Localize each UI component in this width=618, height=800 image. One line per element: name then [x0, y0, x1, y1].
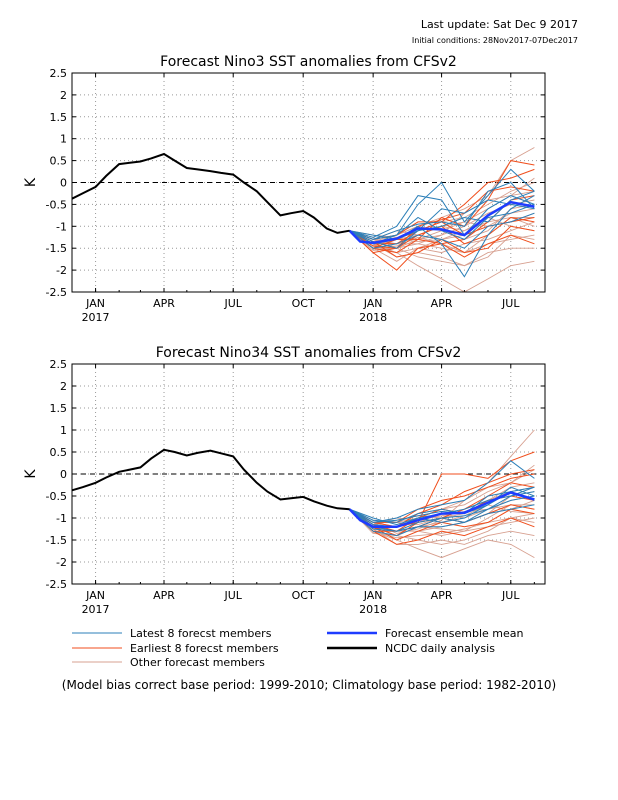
latest-member-line: [349, 495, 535, 532]
nino3-chart: Forecast Nino3 SST anomalies from CFSv2 2…: [23, 54, 546, 324]
x-tick-year-label: 2017: [82, 603, 110, 616]
legend-label: Other forecast members: [130, 656, 265, 669]
x-tick-label: OCT: [292, 589, 315, 602]
legend-label: Latest 8 forecst members: [130, 627, 272, 640]
y-tick-label: 0: [60, 177, 67, 190]
chart-title: Forecast Nino34 SST anomalies from CFSv2: [156, 345, 462, 361]
x-tick-label: APR: [153, 589, 175, 602]
y-tick-label: -2: [56, 264, 67, 277]
y-axis-label: K: [23, 469, 39, 479]
earliest-member-line: [349, 160, 535, 254]
other-member-line: [349, 508, 535, 545]
initial-conditions-text: Initial conditions: 28Nov2017-07Dec2017: [411, 36, 578, 45]
y-axis-label: K: [23, 177, 39, 187]
y-tick-label: -1.5: [46, 242, 67, 255]
y-tick-label: -1.5: [46, 534, 67, 547]
ensemble-mean-line: [348, 200, 535, 245]
y-tick-label: 0.5: [50, 446, 68, 459]
y-tick-label: -1: [56, 220, 67, 233]
x-tick-year-label: 2018: [359, 311, 387, 324]
latest-member-line: [349, 504, 535, 537]
y-tick-label: 0.5: [50, 155, 68, 168]
observed-analysis-line: [71, 152, 350, 234]
plot-frame: [71, 363, 546, 585]
chart-legend: Latest 8 forecst members Earliest 8 forec…: [72, 627, 524, 669]
x-tick-label: APR: [431, 297, 453, 310]
x-tick-label: JUL: [223, 589, 242, 602]
x-tick-label: JUL: [501, 297, 520, 310]
legend-label: Earliest 8 forecst members: [130, 642, 279, 655]
x-tick-year-label: 2018: [359, 603, 387, 616]
y-tick-label: 1: [60, 424, 67, 437]
observed-analysis-line: [71, 448, 350, 511]
y-tick-label: 2.5: [50, 358, 68, 371]
footnote-text: (Model bias correct base period: 1999-20…: [61, 678, 557, 692]
latest-member-line: [349, 212, 535, 249]
x-tick-label: JAN: [363, 589, 383, 602]
x-tick-label: APR: [431, 589, 453, 602]
x-tick-label: JUL: [501, 589, 520, 602]
latest-member-line: [349, 199, 535, 240]
x-tick-label: JAN: [85, 589, 105, 602]
x-tick-label: JAN: [85, 297, 105, 310]
y-tick-label: -2: [56, 556, 67, 569]
y-tick-label: -2.5: [46, 578, 67, 591]
earliest-member-line: [349, 508, 535, 545]
chart-title: Forecast Nino3 SST anomalies from CFSv2: [160, 54, 457, 70]
x-tick-year-label: 2017: [82, 311, 110, 324]
plot-frame: [71, 72, 546, 293]
x-tick-label: JUL: [223, 297, 242, 310]
legend-label: Forecast ensemble mean: [385, 627, 524, 640]
latest-member-line: [349, 168, 535, 240]
nino34-chart: Forecast Nino34 SST anomalies from CFSv2…: [23, 345, 546, 616]
earliest-member-line: [349, 473, 535, 523]
y-tick-label: -2.5: [46, 286, 67, 299]
latest-member-line: [349, 486, 535, 528]
last-update-text: Last update: Sat Dec 9 2017: [420, 18, 578, 31]
y-tick-label: 2: [60, 89, 67, 102]
other-member-line: [349, 508, 535, 539]
ensemble-mean-line: [348, 491, 535, 529]
latest-member-line: [349, 195, 535, 238]
y-tick-label: -0.5: [46, 490, 67, 503]
y-tick-label: 0: [60, 468, 67, 481]
y-tick-label: 1.5: [50, 402, 68, 415]
x-tick-label: APR: [153, 297, 175, 310]
y-tick-label: 2: [60, 380, 67, 393]
y-tick-label: 2.5: [50, 67, 68, 80]
y-tick-label: 1.5: [50, 111, 68, 124]
legend-label: NCDC daily analysis: [385, 642, 495, 655]
y-tick-label: -1: [56, 512, 67, 525]
x-tick-label: JAN: [363, 297, 383, 310]
y-tick-label: 1: [60, 133, 67, 146]
x-tick-label: OCT: [292, 297, 315, 310]
y-tick-label: -0.5: [46, 198, 67, 211]
